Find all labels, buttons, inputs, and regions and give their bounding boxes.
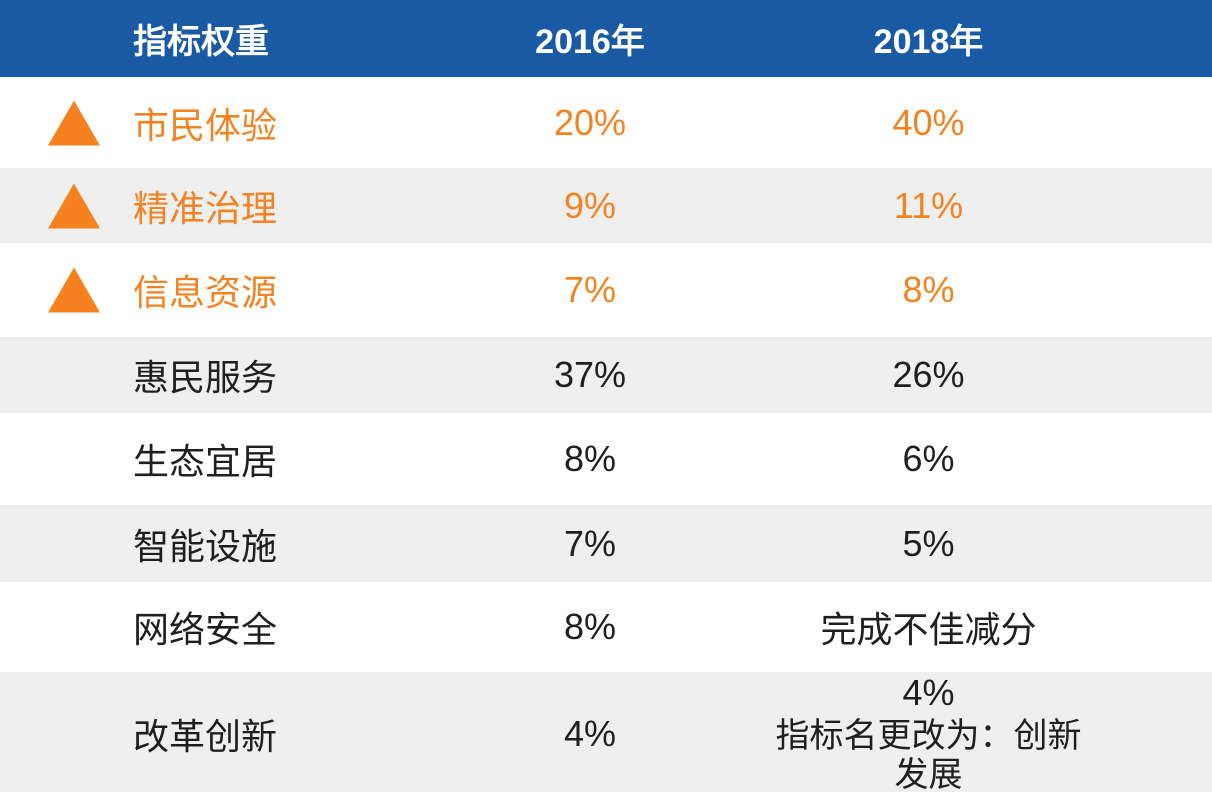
value-2018: 11% (893, 184, 964, 226)
value-2016: 4% (563, 712, 617, 754)
indicator-name: 信息资源 (133, 272, 278, 313)
value-2016: 8% (563, 606, 617, 647)
up-triangle-icon (48, 267, 100, 313)
indicator-name: 生态宜居 (133, 441, 278, 482)
indicator-name: 惠民服务 (133, 357, 278, 398)
column-header-2018: 2018年 (873, 23, 984, 61)
value-2018: 4% (902, 672, 955, 713)
table-row: 生态宜居 8% 6% (0, 413, 1212, 505)
value-2018: 8% (902, 269, 955, 310)
column-header-indicator: 指标权重 (133, 23, 269, 61)
value-2016: 20% (553, 101, 627, 143)
indicator-name: 市民体验 (133, 104, 278, 146)
table-row: 市民体验 20% 40% (0, 77, 1212, 168)
value-2018: 40% (892, 101, 965, 143)
value-2018: 26% (892, 354, 965, 395)
table-row: 信息资源 7% 8% (0, 243, 1212, 337)
column-header-2016: 2016年 (535, 23, 645, 61)
table-row: 智能设施 7% 5% (0, 505, 1212, 582)
table-row: 改革创新 4% 4% 指标名更改为：创新发展 (0, 672, 1212, 795)
value-2016: 7% (563, 522, 617, 564)
value-2016: 7% (563, 269, 617, 310)
table-row: 惠民服务 37% 26% (0, 337, 1212, 413)
indicator-name: 改革创新 (133, 715, 278, 757)
up-triangle-icon (48, 100, 100, 145)
value-2018: 5% (902, 522, 955, 564)
up-triangle-icon (48, 183, 100, 228)
indicator-name: 网络安全 (133, 609, 278, 650)
value-2018: 完成不佳减分 (820, 609, 1037, 650)
value-2018-note: 指标名更改为：创新发展 (775, 717, 1082, 795)
value-2018: 6% (902, 438, 955, 479)
indicator-name: 智能设施 (133, 525, 278, 567)
value-2016: 37% (553, 354, 627, 395)
value-2016: 8% (563, 438, 617, 479)
table-header-row: 指标权重 2016年 2018年 (0, 0, 1212, 77)
value-2016: 9% (563, 184, 617, 226)
table-row: 精准治理 9% 11% (0, 168, 1212, 243)
indicator-name: 精准治理 (133, 187, 278, 229)
table-row: 网络安全 8% 完成不佳减分 (0, 582, 1212, 672)
